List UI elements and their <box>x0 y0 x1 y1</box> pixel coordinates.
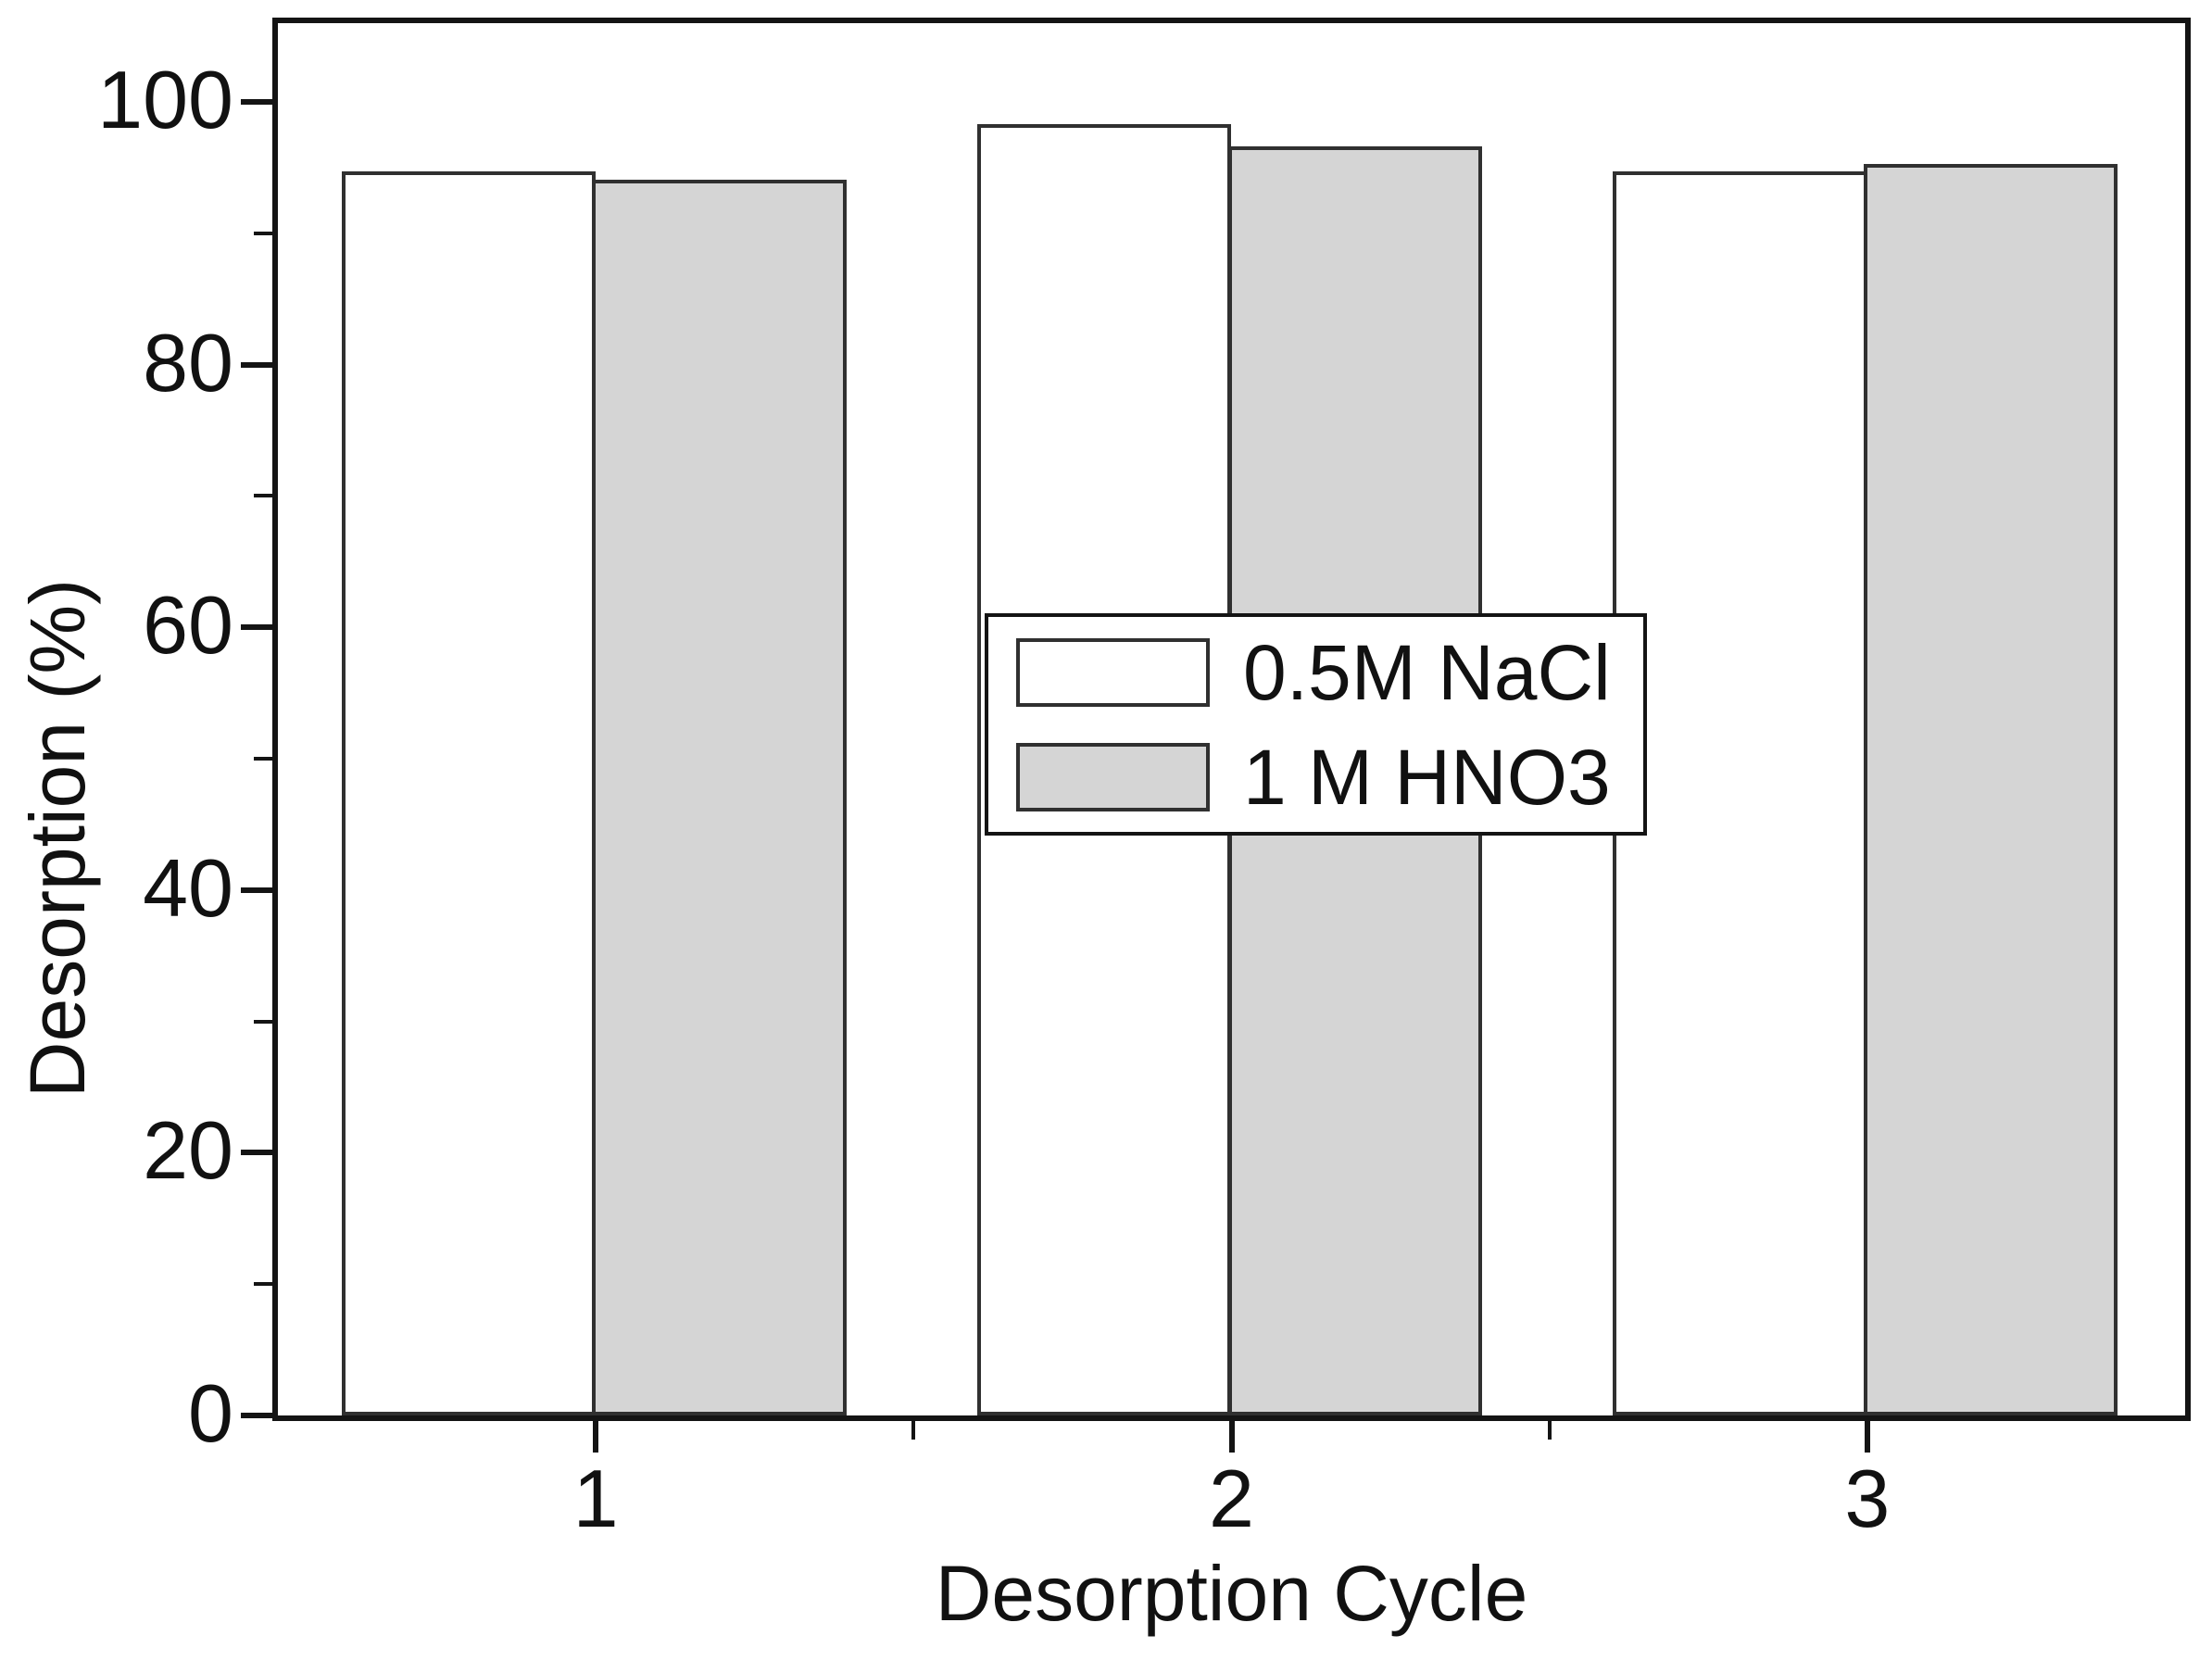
y-tick-label-80: 80 <box>143 316 233 409</box>
y-tick-label-20: 20 <box>143 1104 233 1197</box>
bar-nacl-cycle-1 <box>341 171 597 1415</box>
x-axis-title: Desorption Cycle <box>935 1550 1528 1637</box>
y-major-tick-60 <box>241 624 272 631</box>
y-minor-tick-50 <box>254 757 272 761</box>
y-minor-tick-90 <box>254 231 272 235</box>
x-major-tick-3 <box>1864 1421 1870 1453</box>
y-tick-label-40: 40 <box>143 842 233 935</box>
y-minor-tick-70 <box>254 494 272 498</box>
x-tick-label-3: 3 <box>1844 1453 1891 1544</box>
x-major-tick-1 <box>593 1421 599 1453</box>
x-tick-label-1: 1 <box>572 1453 619 1544</box>
legend-label-nacl: 0.5M NaCl <box>1243 628 1611 716</box>
bar-hno3-cycle-1 <box>592 179 847 1415</box>
y-minor-tick-10 <box>254 1282 272 1287</box>
y-minor-tick-30 <box>254 1019 272 1024</box>
x-tick-label-2: 2 <box>1209 1453 1254 1544</box>
y-tick-label-0: 0 <box>188 1367 233 1460</box>
legend-swatch-hno3 <box>1016 742 1210 811</box>
legend-swatch-nacl <box>1016 637 1210 707</box>
legend-item-nacl: 0.5M NaCl <box>1016 634 1643 711</box>
y-tick-label-60: 60 <box>143 579 233 672</box>
y-major-tick-20 <box>241 1150 272 1156</box>
legend: 0.5M NaCl 1 M HNO3 <box>985 613 1647 836</box>
y-axis-title: Desorption (%) <box>14 578 101 1099</box>
x-minor-tick-2.5 <box>1547 1421 1552 1440</box>
y-major-tick-80 <box>241 361 272 368</box>
x-major-tick-2 <box>1228 1421 1235 1453</box>
y-major-tick-100 <box>241 99 272 106</box>
legend-label-hno3: 1 M HNO3 <box>1243 733 1611 821</box>
y-major-tick-0 <box>241 1413 272 1418</box>
bar-hno3-cycle-3 <box>1863 163 2118 1415</box>
y-tick-label-100: 100 <box>97 54 233 146</box>
x-minor-tick-1.5 <box>911 1421 916 1440</box>
bar-nacl-cycle-3 <box>1613 171 1867 1415</box>
legend-item-hno3: 1 M HNO3 <box>1016 738 1643 816</box>
y-major-tick-40 <box>241 887 272 893</box>
